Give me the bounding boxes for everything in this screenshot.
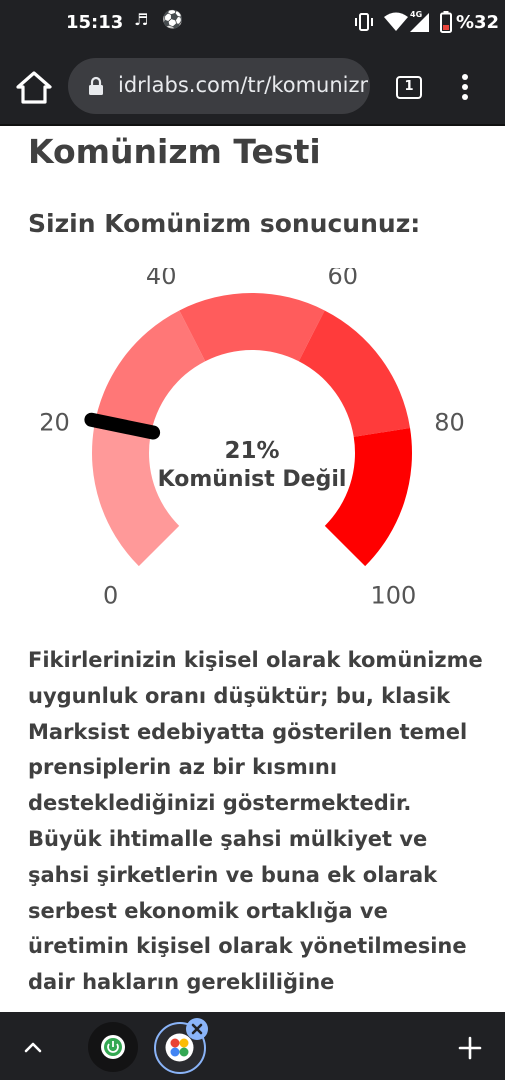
- home-icon[interactable]: [14, 68, 54, 106]
- music-note-icon: ♬: [134, 10, 149, 29]
- plus-icon[interactable]: [458, 1036, 482, 1060]
- gauge-tick-label: 80: [434, 409, 465, 437]
- result-gauge: 0 20 40 60 80 100 21% Komünist Değil: [39, 268, 465, 608]
- gauge-needle: [84, 412, 161, 440]
- gauge-tick-label: 20: [39, 409, 70, 437]
- gauge-tick-labels: 0 20 40 60 80 100: [39, 268, 465, 608]
- gauge-segment: [179, 293, 325, 362]
- result-heading: Sizin Komünizm sonucunuz:: [28, 209, 421, 238]
- close-icon[interactable]: [186, 1018, 208, 1040]
- address-bar[interactable]: idrlabs.com/tr/komunizm: [68, 58, 370, 114]
- menu-icon[interactable]: [453, 72, 477, 102]
- gauge-tick-label: 40: [146, 268, 177, 290]
- gauge-result-label: Komünist Değil: [158, 467, 347, 492]
- tabs-icon[interactable]: 1: [396, 76, 422, 99]
- battery-percent: %32: [456, 12, 500, 33]
- gauge-tick-label: 0: [103, 581, 118, 608]
- signal-icon: [410, 13, 429, 32]
- gauge-tick-label: 60: [328, 268, 359, 290]
- bottom-toolbar: [0, 1012, 505, 1080]
- soccer-ball-icon: ⚽: [162, 10, 184, 30]
- wifi-icon: [384, 12, 408, 31]
- gauge-tick-label: 100: [371, 581, 417, 608]
- power-app-icon[interactable]: [88, 1022, 138, 1072]
- status-time: 15:13: [66, 12, 124, 33]
- gauge-segments: [92, 293, 412, 567]
- status-bar: 15:13 ♬ ⚽ 4G %32: [0, 0, 505, 46]
- browser-toolbar: idrlabs.com/tr/komunizm 1: [0, 46, 505, 126]
- page-title: Komünizm Testi: [28, 132, 321, 171]
- lock-icon: [89, 76, 103, 95]
- vibrate-icon: [355, 13, 373, 31]
- gauge-segment: [324, 427, 412, 567]
- gauge-segment: [93, 310, 206, 437]
- url-text[interactable]: idrlabs.com/tr/komunizm: [118, 73, 368, 97]
- chevron-up-icon[interactable]: [22, 1036, 44, 1058]
- gauge-segment: [92, 427, 180, 567]
- gauge-segment: [298, 310, 411, 437]
- result-description: Fikirlerinizin kişisel olarak komünizme …: [28, 648, 483, 995]
- network-type: 4G: [410, 10, 423, 19]
- battery-icon: [440, 11, 452, 33]
- gauge-value-label: 21%: [224, 438, 279, 464]
